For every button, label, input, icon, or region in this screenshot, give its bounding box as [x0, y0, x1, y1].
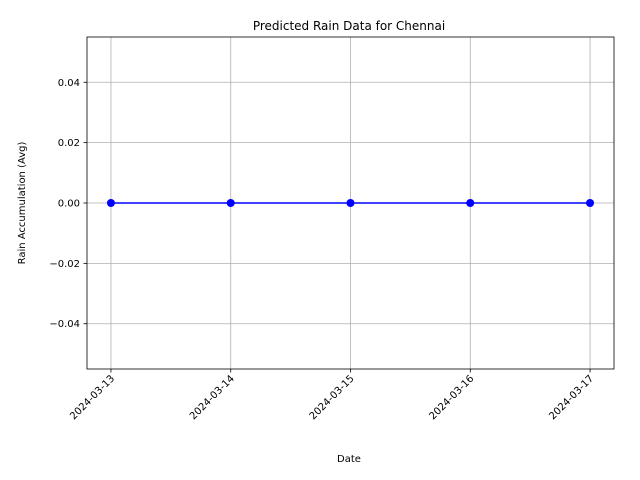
data-point	[226, 199, 235, 207]
x-axis-label: Date	[337, 454, 361, 465]
data-point	[466, 199, 475, 207]
y-tick-label: 0.00	[58, 199, 80, 210]
y-axis: −0.04 −0.02 0.00 0.02 0.04	[49, 78, 87, 330]
y-tick-label: 0.04	[58, 78, 80, 89]
data-point	[346, 199, 355, 207]
data-point	[106, 199, 115, 207]
data-point	[586, 199, 595, 207]
series-layer	[106, 199, 595, 207]
y-axis-label: Rain Accumulation (Avg)	[17, 142, 28, 265]
y-tick-label: −0.02	[49, 259, 80, 270]
y-tick-label: −0.04	[49, 319, 80, 330]
y-tick-label: 0.02	[58, 138, 80, 149]
chart-title: Predicted Rain Data for Chennai	[253, 19, 445, 33]
